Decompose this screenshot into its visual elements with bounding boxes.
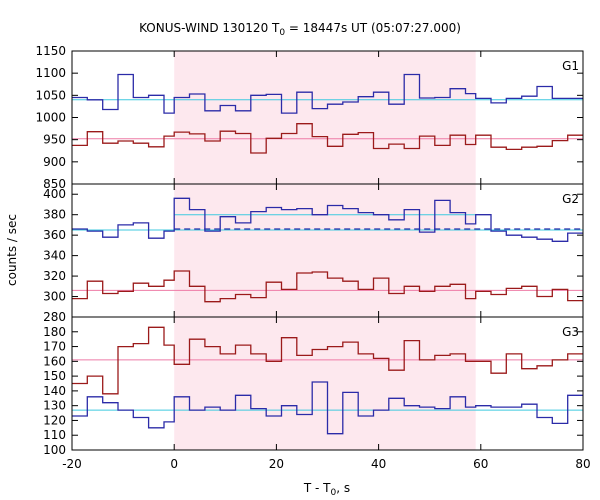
g3-ytick-label-110: 110 — [43, 428, 66, 442]
g2-series-blue — [72, 197, 583, 242]
g2-ytick-label-340: 340 — [43, 249, 66, 263]
chart-title-rest: = 18447s UT (05:07:27.000) — [285, 21, 461, 35]
g3-series-red — [72, 326, 583, 395]
g3-ytick-label-160: 160 — [43, 354, 66, 368]
g3-panel-label: G3 — [562, 325, 579, 339]
chart-title-main: KONUS-WIND 130120 T — [139, 21, 280, 35]
xtick-label-20: 20 — [269, 457, 284, 471]
g1-panel-label: G1 — [562, 59, 579, 73]
g2-panel-label: G2 — [562, 192, 579, 206]
g3-series-blue — [72, 381, 583, 435]
xtick-label--20: -20 — [62, 457, 82, 471]
g2-ytick-label-380: 380 — [43, 208, 66, 222]
g2-ytick-label-360: 360 — [43, 228, 66, 242]
g1-ytick-label-1150: 1150 — [35, 44, 66, 58]
g1-ytick-label-1050: 1050 — [35, 88, 66, 102]
g2-ytick-label-400: 400 — [43, 187, 66, 201]
g1-ytick-label-900: 900 — [43, 155, 66, 169]
shaded-interval — [174, 51, 476, 450]
y-axis-label: counts / sec — [5, 214, 19, 286]
shaded-interval-layer — [174, 51, 476, 450]
g1-ytick-label-950: 950 — [43, 133, 66, 147]
ticks-layer: G18509009501000105011001150G228030032034… — [35, 44, 590, 471]
g3-ytick-label-170: 170 — [43, 340, 66, 354]
g1-ytick-label-850: 850 — [43, 177, 66, 191]
g1-ytick-label-1100: 1100 — [35, 66, 66, 80]
g3-ytick-label-100: 100 — [43, 443, 66, 457]
g3-ytick-label-150: 150 — [43, 369, 66, 383]
series-layer — [72, 73, 583, 435]
chart-title-subscript: 0 — [279, 28, 285, 38]
xtick-label-40: 40 — [371, 457, 386, 471]
g3-ytick-label-130: 130 — [43, 399, 66, 413]
x-axis-label-main: T - T — [303, 481, 331, 495]
xtick-label-60: 60 — [473, 457, 488, 471]
chart-title: KONUS-WIND 130120 T0 = 18447s UT (05:07:… — [139, 21, 461, 38]
g2-ytick-label-280: 280 — [43, 310, 66, 324]
g1-ytick-label-1000: 1000 — [35, 111, 66, 125]
xtick-label-0: 0 — [170, 457, 178, 471]
xtick-label-80: 80 — [575, 457, 590, 471]
g3-ytick-label-180: 180 — [43, 325, 66, 339]
g3-panel-frame — [71, 316, 584, 451]
g2-series-red — [72, 270, 583, 303]
g3-ytick-label-120: 120 — [43, 413, 66, 427]
g3-ytick-label-140: 140 — [43, 384, 66, 398]
g2-ytick-label-320: 320 — [43, 269, 66, 283]
x-axis-label-subscript: 0 — [331, 488, 337, 498]
g1-series-red — [72, 123, 583, 154]
x-axis-label: T - T0, s — [303, 481, 350, 498]
x-axis-label-rest: , s — [336, 481, 350, 495]
g1-series-blue — [72, 73, 583, 114]
g2-ytick-label-300: 300 — [43, 290, 66, 304]
